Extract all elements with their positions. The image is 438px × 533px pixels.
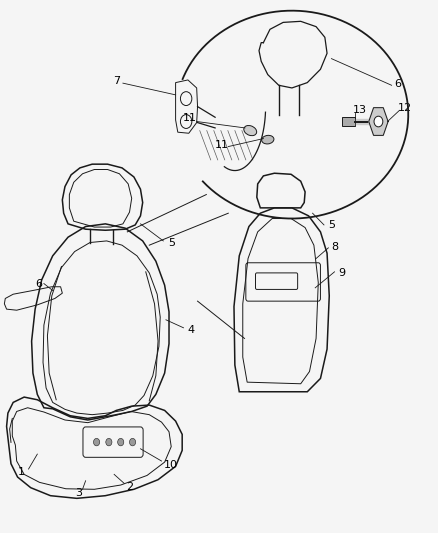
Text: 11: 11 — [214, 140, 228, 150]
Polygon shape — [354, 119, 372, 124]
Circle shape — [373, 116, 382, 127]
Ellipse shape — [243, 125, 256, 136]
Circle shape — [117, 438, 124, 446]
Polygon shape — [368, 108, 387, 135]
Text: 9: 9 — [337, 268, 344, 278]
Circle shape — [93, 438, 99, 446]
Text: 13: 13 — [352, 106, 366, 115]
Text: 4: 4 — [187, 326, 194, 335]
Text: 5: 5 — [327, 220, 334, 230]
Text: 10: 10 — [163, 460, 177, 470]
Circle shape — [129, 438, 135, 446]
Text: 12: 12 — [397, 103, 411, 113]
Bar — [342, 117, 354, 126]
Text: 6: 6 — [393, 79, 400, 88]
Text: 2: 2 — [126, 482, 133, 491]
Text: 8: 8 — [330, 242, 337, 252]
Ellipse shape — [261, 135, 273, 144]
Circle shape — [106, 438, 112, 446]
Text: 11: 11 — [182, 114, 196, 123]
Text: 3: 3 — [75, 488, 82, 498]
Text: 7: 7 — [113, 76, 120, 86]
Text: 1: 1 — [18, 467, 25, 477]
Text: 5: 5 — [167, 238, 174, 247]
Text: 6: 6 — [35, 279, 42, 288]
